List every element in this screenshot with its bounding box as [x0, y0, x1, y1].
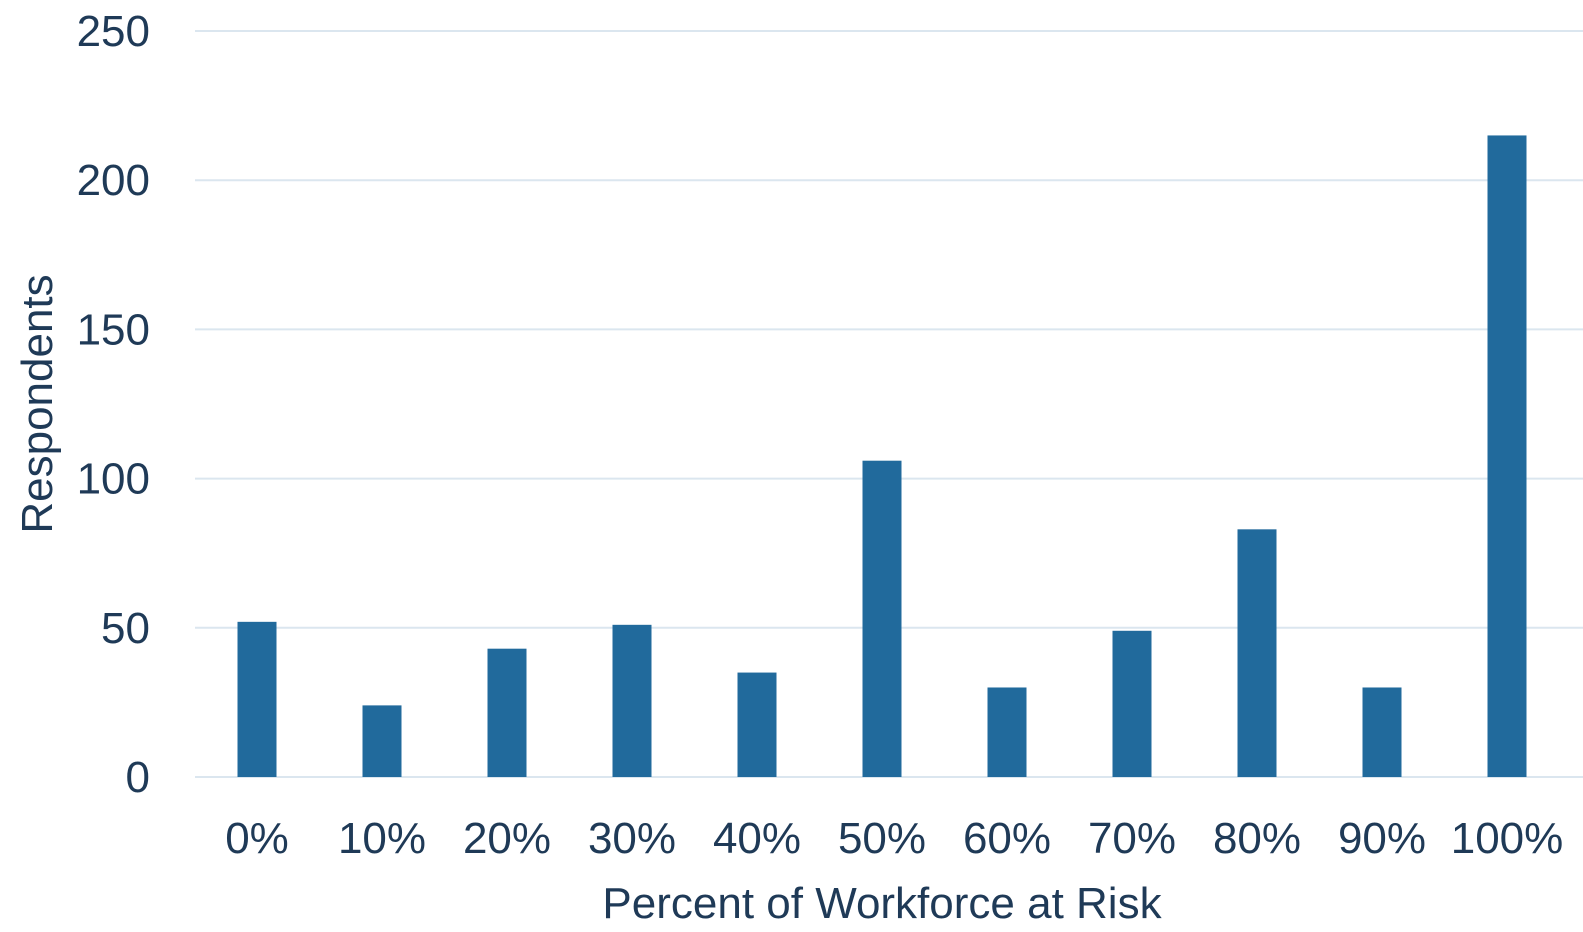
y-tick-label: 150: [77, 305, 150, 354]
y-tick-label: 50: [101, 604, 150, 653]
bar: [237, 621, 277, 777]
x-tick-label: 100%: [1451, 814, 1564, 863]
bar: [1237, 529, 1277, 777]
bar: [737, 672, 777, 777]
bars: [237, 135, 1527, 777]
y-axis-label: Respondents: [13, 274, 62, 533]
bar: [487, 648, 527, 777]
y-tick-label: 100: [77, 455, 150, 504]
x-tick-label: 10%: [338, 814, 426, 863]
x-tick-label: 30%: [588, 814, 676, 863]
x-tick-label: 40%: [713, 814, 801, 863]
x-tick-label: 80%: [1213, 814, 1301, 863]
x-tick-label: 70%: [1088, 814, 1176, 863]
bar: [1362, 687, 1402, 777]
x-tick-label: 50%: [838, 814, 926, 863]
x-tick-label: 20%: [463, 814, 551, 863]
y-axis-ticks: 0 50 100 150 200 250: [77, 7, 150, 802]
x-tick-label: 0%: [225, 814, 289, 863]
bar: [1112, 630, 1152, 777]
bar: [1487, 135, 1527, 777]
x-tick-label: 90%: [1338, 814, 1426, 863]
bar: [362, 705, 402, 777]
x-axis-ticks: 0% 10% 20% 30% 40% 50% 60% 70% 80% 90% 100%: [225, 814, 1563, 863]
x-tick-label: 60%: [963, 814, 1051, 863]
y-tick-label: 0: [126, 753, 150, 802]
y-tick-label: 250: [77, 7, 150, 56]
y-tick-label: 200: [77, 156, 150, 205]
bar: [612, 624, 652, 777]
bar: [987, 687, 1027, 777]
x-axis-label: Percent of Workforce at Risk: [602, 879, 1162, 928]
bar: [862, 460, 902, 777]
